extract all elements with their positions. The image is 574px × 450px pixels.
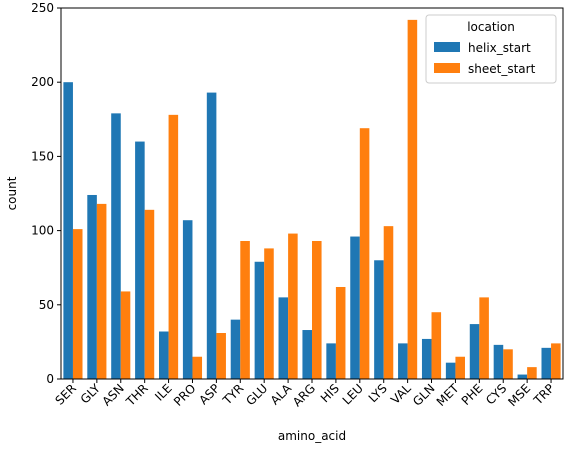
bar-helix-start-arg [302, 330, 312, 379]
bar-helix-start-thr [135, 141, 145, 379]
bar-sheet-start-ser [72, 229, 83, 379]
x-tick-label-his: HIS [318, 381, 342, 405]
y-tick-label: 250 [31, 1, 54, 15]
x-tick-label-gln: GLN [410, 381, 438, 409]
x-tick-label-leu: LEU [340, 381, 366, 407]
bar-sheet-start-lys [383, 226, 394, 379]
x-tick-label-trp: TRP [530, 381, 557, 408]
x-tick-label-phe: PHE [459, 381, 486, 408]
y-tick-label: 200 [31, 75, 54, 89]
bar-helix-start-met [445, 362, 456, 379]
bar-sheet-start-trp [551, 343, 561, 379]
legend-label-sheet-start: sheet_start [468, 62, 536, 76]
bar-helix-start-asn [111, 113, 121, 380]
bar-sheet-start-thr [144, 209, 155, 379]
bar-helix-start-ala [278, 297, 289, 379]
bar-sheet-start-asn [120, 291, 131, 379]
bar-sheet-start-ile [168, 114, 179, 379]
bar-sheet-start-ala [288, 233, 298, 379]
bar-helix-start-glu [254, 261, 265, 379]
bar-helix-start-lys [374, 260, 384, 379]
bar-sheet-start-asp [216, 333, 226, 379]
y-tick-label: 150 [31, 149, 54, 163]
x-tick-label-ser: SER [53, 381, 80, 408]
x-tick-label-asn: ASN [99, 381, 126, 408]
x-tick-label-arg: ARG [290, 381, 318, 409]
y-tick-label: 100 [31, 224, 54, 238]
bar-helix-start-phe [469, 324, 480, 379]
bar-helix-start-ser [63, 82, 73, 379]
y-tick-label: 0 [46, 372, 54, 386]
bar-sheet-start-phe [479, 297, 489, 379]
x-tick-label-lys: LYS [366, 381, 390, 405]
bar-sheet-start-tyr [240, 240, 250, 379]
bar-sheet-start-glu [264, 248, 274, 379]
bar-sheet-start-arg [312, 240, 322, 379]
x-tick-label-gly: GLY [78, 381, 104, 407]
bar-helix-start-leu [350, 236, 360, 379]
x-tick-label-glu: GLU [243, 381, 270, 408]
x-tick-label-tyr: TYR [220, 381, 247, 408]
bar-sheet-start-cys [503, 349, 513, 379]
bar-sheet-start-met [455, 356, 465, 379]
bar-helix-start-his [326, 343, 336, 379]
legend-swatch-sheet-start [434, 63, 460, 73]
bar-helix-start-asp [206, 92, 217, 379]
y-tick-label: 50 [39, 298, 54, 312]
bars-layer [63, 19, 561, 380]
x-tick-label-cys: CYS [483, 381, 509, 407]
bar-helix-start-gln [421, 338, 432, 379]
x-tick-label-thr: THR [123, 381, 151, 409]
bar-sheet-start-gln [431, 312, 442, 379]
bar-helix-start-cys [493, 344, 504, 379]
bar-helix-start-val [398, 343, 408, 379]
bar-helix-start-pro [182, 220, 193, 379]
bar-helix-start-trp [541, 347, 552, 379]
bar-sheet-start-gly [96, 203, 107, 379]
y-axis-label: count [5, 176, 19, 210]
legend-title: location [467, 20, 515, 34]
legend-label-helix-start: helix_start [468, 41, 531, 55]
bar-sheet-start-leu [359, 128, 370, 379]
bar-sheet-start-mse [527, 367, 537, 379]
x-tick-label-met: MET [434, 381, 462, 409]
bar-helix-start-mse [517, 374, 528, 379]
bar-sheet-start-his [335, 286, 346, 379]
x-tick-label-val: VAL [388, 381, 414, 407]
legend-swatch-helix-start [434, 42, 460, 52]
x-tick-label-mse: MSE [505, 381, 533, 409]
bar-helix-start-gly [87, 194, 97, 379]
bar-helix-start-tyr [230, 319, 241, 379]
x-tick-label-asp: ASP [196, 381, 222, 407]
x-tick-label-ala: ALA [268, 381, 295, 408]
bar-sheet-start-val [407, 19, 418, 380]
x-axis-label: amino_acid [278, 429, 346, 443]
bar-helix-start-ile [159, 331, 169, 379]
legend: location helix_start sheet_start [425, 14, 557, 84]
x-tick-label-pro: PRO [171, 381, 199, 409]
bar-sheet-start-pro [192, 356, 203, 379]
